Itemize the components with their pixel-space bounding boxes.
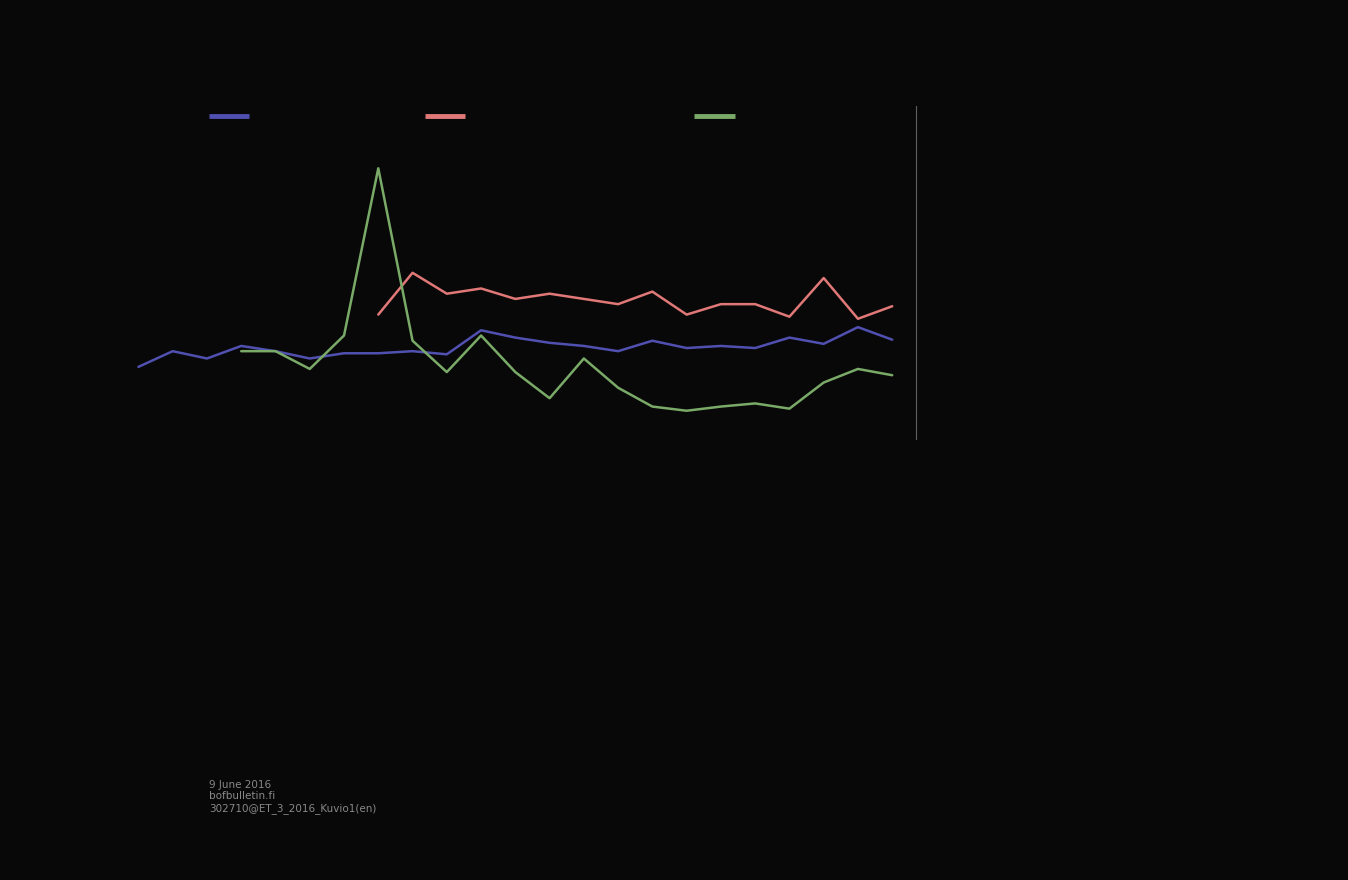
Text: 9 June 2016
bofbulletin.fi
302710@ET_3_2016_Kuvio1(en): 9 June 2016 bofbulletin.fi 302710@ET_3_2… [209, 780, 376, 814]
